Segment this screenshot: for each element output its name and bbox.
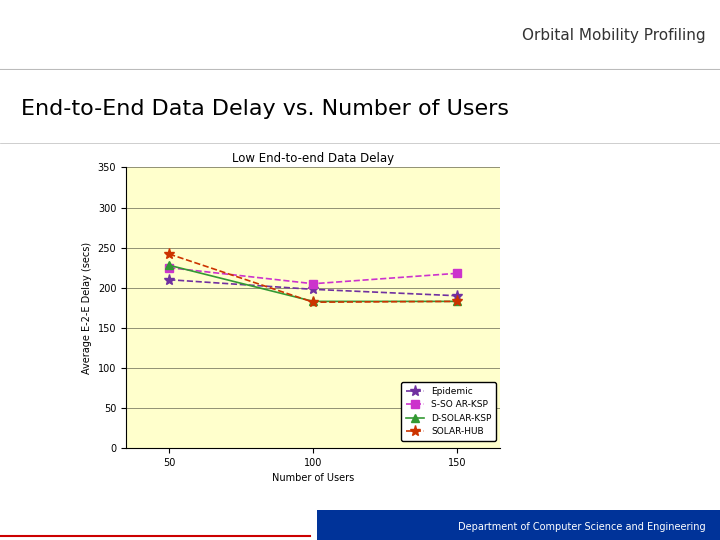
SOLAR-HUB [165, 251, 174, 257]
S-SO AR-KSP [309, 280, 318, 287]
Text: Department of Computer Science and Engineering: Department of Computer Science and Engin… [458, 522, 706, 532]
Line: D-SOLAR-KSP: D-SOLAR-KSP [165, 261, 462, 306]
D-SOLAR-KSP [165, 262, 174, 268]
Bar [317, 510, 720, 540]
X-axis label: Number of Users: Number of Users [272, 474, 354, 483]
Text: Orbital Mobility Profiling: Orbital Mobility Profiling [522, 28, 706, 43]
Line: Epidemic: Epidemic [163, 274, 463, 301]
S-SO AR-KSP [165, 265, 174, 271]
Text: End-to-End Data Delay vs. Number of Users: End-to-End Data Delay vs. Number of User… [22, 99, 509, 119]
Epidemic [453, 293, 462, 299]
Legend: Epidemic, S-SO AR-KSP, D-SOLAR-KSP, SOLAR-HUB: Epidemic, S-SO AR-KSP, D-SOLAR-KSP, SOLA… [401, 382, 496, 441]
Line: S-SO AR-KSP: S-SO AR-KSP [165, 264, 462, 288]
D-SOLAR-KSP [309, 298, 318, 305]
Y-axis label: Average E-2-E Delay (secs): Average E-2-E Delay (secs) [82, 242, 92, 374]
Title: Low End-to-end Data Delay: Low End-to-end Data Delay [232, 152, 395, 165]
SOLAR-HUB [453, 298, 462, 305]
S-SO AR-KSP [453, 270, 462, 276]
Line: SOLAR-HUB: SOLAR-HUB [163, 248, 463, 308]
SOLAR-HUB [309, 299, 318, 306]
Epidemic [309, 286, 318, 293]
Epidemic [165, 276, 174, 283]
D-SOLAR-KSP [453, 298, 462, 305]
